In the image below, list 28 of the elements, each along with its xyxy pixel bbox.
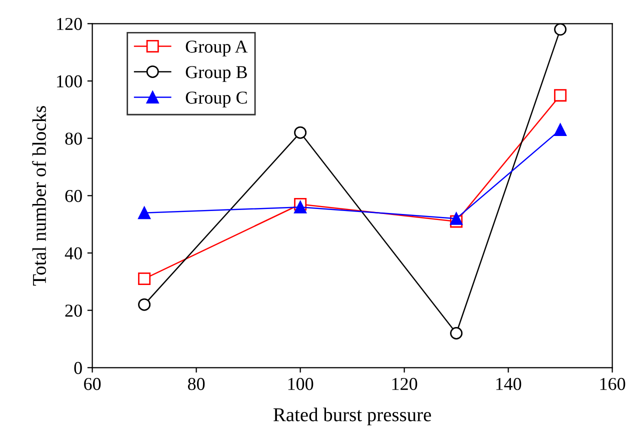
x-tick-label: 120: [392, 378, 418, 390]
legend-label: Group A: [186, 40, 248, 56]
y-tick-label: 0: [74, 362, 82, 374]
legend-label: Group B: [186, 66, 247, 82]
y-tick-label: 60: [65, 190, 82, 202]
point: [554, 24, 567, 36]
y-tick-label: 20: [65, 304, 82, 317]
point: [138, 206, 151, 220]
point: [450, 212, 463, 225]
point: [450, 327, 463, 340]
x-tick-label: 100: [288, 378, 314, 390]
x-tick-label: 80: [188, 378, 205, 390]
point: [554, 123, 567, 136]
y-tick-label: 100: [57, 75, 82, 88]
point: [294, 126, 307, 139]
y-tick-label: 40: [64, 247, 82, 260]
y-axis-title: Total number of blocks: [32, 106, 46, 286]
point: [138, 272, 151, 286]
point: [554, 89, 567, 102]
legend-label: Group C: [186, 92, 247, 108]
x-axis-title: Rated burst pressure: [273, 408, 432, 426]
y-tick-label: 120: [57, 18, 82, 30]
point: [294, 200, 307, 214]
y-tick-label: 80: [65, 132, 82, 145]
point: [138, 298, 151, 311]
x-tick-label: 140: [496, 378, 522, 390]
x-tick-label: 160: [600, 378, 626, 390]
x-tick-label: 60: [84, 378, 101, 390]
